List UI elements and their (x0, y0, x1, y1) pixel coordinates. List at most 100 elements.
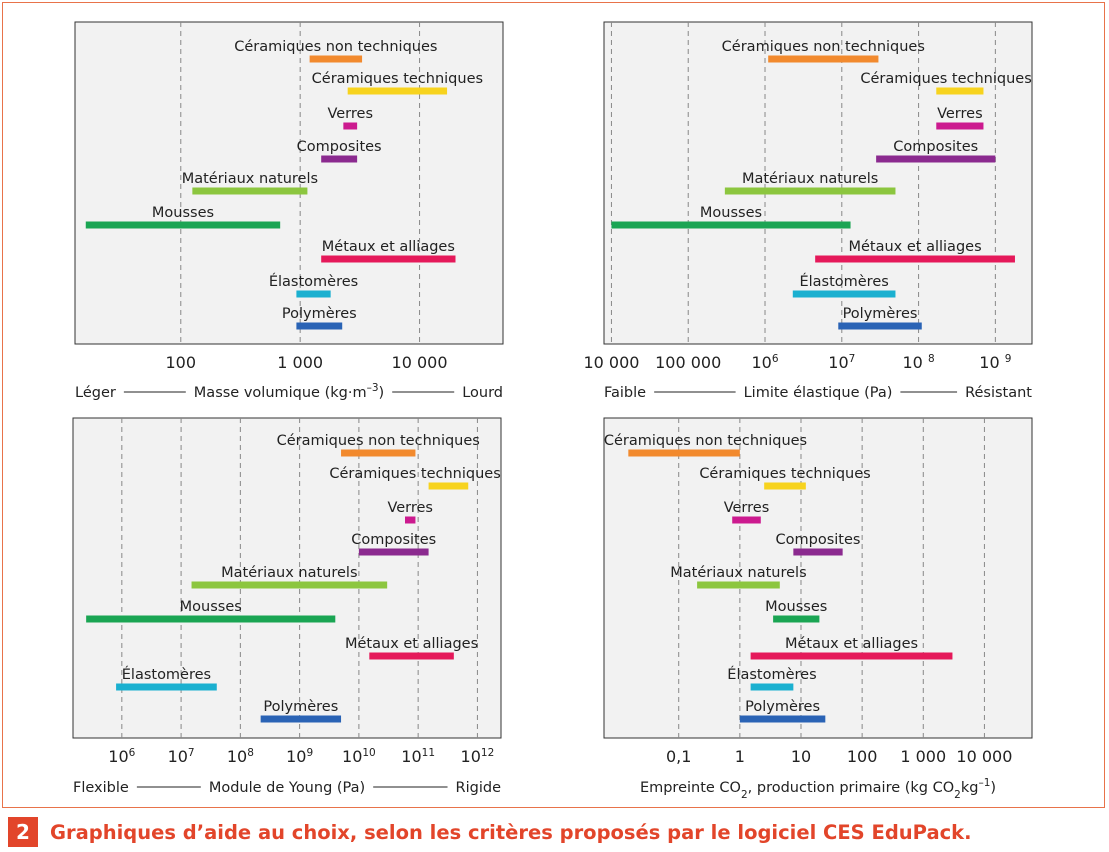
tick-label: 109 (286, 747, 313, 766)
series-label: Céramiques non techniques (234, 39, 437, 55)
tick-label: 100 000 (655, 353, 721, 372)
caption-number: 2 (8, 817, 38, 847)
tick-label: 10 000 (956, 747, 1012, 766)
series-label: Polymères (745, 699, 820, 715)
bar-3 (343, 122, 358, 130)
chart-2: 10 000 100 000 106 107 10 8 10 9 Céramiques no… (583, 21, 1033, 401)
series-label: Mousses (152, 205, 214, 221)
tick-label: 107 (168, 747, 195, 766)
bar-1 (768, 55, 879, 63)
chart-4: 0,1 1 10 100 1 000 10 000 Céramiques non techn… (603, 417, 1033, 801)
bar-7 (321, 255, 456, 263)
plot-area (603, 417, 1033, 739)
plot-area (603, 21, 1033, 345)
series-label: Matériaux naturels (221, 565, 357, 581)
series-label: Polymères (843, 306, 918, 322)
chart-1: 100 1 000 10 000 Céramiques non techniques C… (74, 21, 504, 401)
series-label: Matériaux naturels (742, 171, 878, 187)
tick-label: 108 (227, 747, 254, 766)
tick-label: 1 000 (900, 747, 946, 766)
series-label: Métaux et alliages (785, 636, 918, 652)
tick-label: 100 (847, 747, 878, 766)
bar-4 (321, 155, 358, 163)
tick-label: 1 000 (277, 353, 323, 372)
series-label: Verres (937, 106, 983, 122)
bar-8 (792, 290, 896, 298)
footer-axis-title: Empreinte CO2, production primaire (kg C… (640, 777, 996, 801)
bar-9 (260, 715, 342, 723)
series-label: Céramiques non techniques (277, 433, 480, 449)
bar-9 (296, 322, 343, 330)
bar-5 (724, 187, 896, 195)
bar-2 (428, 482, 469, 490)
footer-axis-title: Module de Young (Pa) (209, 780, 365, 796)
bar-9 (838, 322, 922, 330)
caption-text: Graphiques d’aide au choix, selon les cr… (50, 820, 972, 844)
series-label: Polymères (263, 699, 338, 715)
bar-6 (773, 615, 820, 623)
series-label: Composites (893, 139, 978, 155)
series-label: Matériaux naturels (182, 171, 318, 187)
footer-right: Résistant (965, 385, 1032, 401)
bar-5 (697, 581, 780, 589)
charts-canvas: 100 1 000 10 000 Céramiques non techniques C… (72, 21, 1033, 801)
series-label: Verres (387, 500, 433, 516)
footer-left: Flexible (73, 780, 129, 796)
bar-2 (764, 482, 806, 490)
plot-area (74, 21, 504, 345)
series-label: Métaux et alliages (345, 636, 478, 652)
bar-3 (732, 516, 761, 524)
series-label: Céramiques non techniques (722, 39, 925, 55)
series-label: Céramiques techniques (312, 71, 483, 87)
bar-4 (793, 548, 843, 556)
footer-axis-title: Limite élastique (Pa) (744, 385, 893, 401)
series-label: Composites (776, 532, 861, 548)
series-label: Composites (297, 139, 382, 155)
series-label: Élastomères (122, 666, 211, 683)
bar-3 (936, 122, 984, 130)
tick-label: 0,1 (666, 747, 691, 766)
bar-9 (739, 715, 826, 723)
footer-left: Léger (75, 385, 116, 401)
footer-right: Rigide (456, 780, 502, 796)
bar-4 (358, 548, 429, 556)
series-label: Mousses (700, 205, 762, 221)
bar-2 (936, 87, 984, 95)
tick-label: 1012 (461, 747, 495, 766)
tick-label: 10 9 (979, 353, 1011, 372)
series-label: Métaux et alliages (322, 239, 455, 255)
tick-label: 10 8 (903, 353, 935, 372)
tick-label: 100 (166, 353, 197, 372)
series-label: Céramiques techniques (860, 71, 1031, 87)
bar-6 (86, 615, 336, 623)
series-label: Céramiques non techniques (604, 433, 807, 449)
bar-7 (750, 652, 953, 660)
bar-2 (347, 87, 448, 95)
bar-4 (876, 155, 996, 163)
tick-label: 10 (791, 747, 811, 766)
tick-label: 1011 (401, 747, 435, 766)
series-label: Céramiques techniques (329, 466, 500, 482)
figure-caption: 2 Graphiques d’aide au choix, selon les … (8, 813, 972, 851)
bar-1 (628, 449, 740, 457)
series-label: Matériaux naturels (670, 565, 806, 581)
tick-label: 106 (751, 353, 778, 372)
footer-right: Lourd (462, 385, 503, 401)
tick-label: 107 (828, 353, 855, 372)
series-label: Mousses (180, 599, 242, 615)
bar-3 (405, 516, 416, 524)
bar-1 (341, 449, 416, 457)
footer-axis-title: Masse volumique (kg·m–3) (194, 382, 384, 401)
series-label: Verres (327, 106, 373, 122)
series-label: Verres (724, 500, 770, 516)
tick-label: 10 000 (392, 353, 448, 372)
series-label: Composites (351, 532, 436, 548)
tick-label: 10 000 (583, 353, 639, 372)
bar-6 (611, 221, 851, 229)
series-label: Élastomères (727, 666, 816, 683)
chart-3: 106 107 108 109 1010 1011 1012 Céramiques non t… (72, 417, 502, 796)
bar-5 (191, 581, 388, 589)
bar-7 (369, 652, 454, 660)
bar-5 (192, 187, 308, 195)
series-label: Polymères (282, 306, 357, 322)
